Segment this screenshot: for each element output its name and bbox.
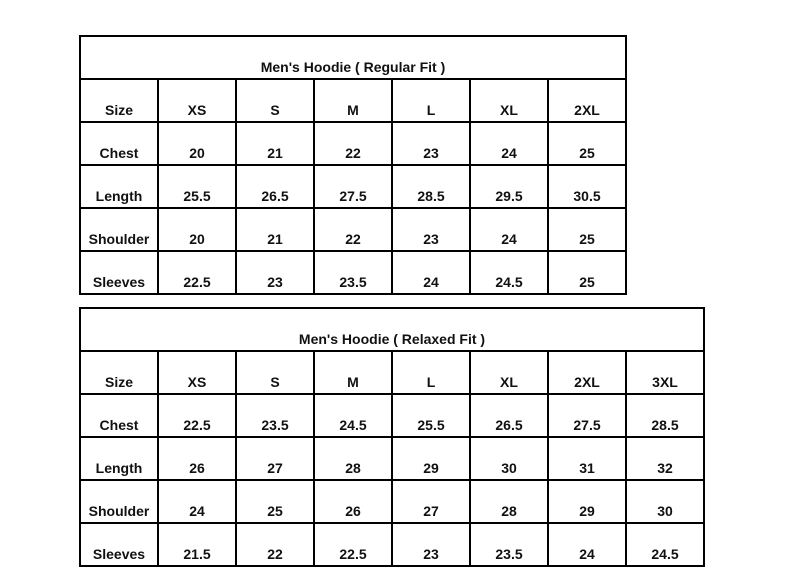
measurement-cell: 23 (391, 121, 471, 166)
measurement-cell: 22 (313, 207, 393, 252)
measurement-cell: 23 (391, 522, 471, 567)
row-label: Shoulder (79, 479, 159, 524)
measurement-cell: 23 (391, 207, 471, 252)
measurement-cell: 21 (235, 207, 315, 252)
row-label: Chest (79, 393, 159, 438)
table-row: Shoulder 20 21 22 23 24 25 (79, 207, 627, 252)
measurement-cell: 22.5 (157, 393, 237, 438)
measurement-cell: 26.5 (235, 164, 315, 209)
size-header: L (391, 350, 471, 395)
measurement-cell: 23.5 (235, 393, 315, 438)
measurement-cell: 26 (313, 479, 393, 524)
row-label: Length (79, 436, 159, 481)
size-header: 2XL (547, 78, 627, 123)
row-label: Size (79, 350, 159, 395)
measurement-cell: 25 (235, 479, 315, 524)
measurement-cell: 25.5 (391, 393, 471, 438)
measurement-cell: 30 (469, 436, 549, 481)
regular-fit-size-table: Men's Hoodie ( Regular Fit ) Size XS S M L XL 2… (79, 35, 627, 295)
table-title: Men's Hoodie ( Regular Fit ) (79, 35, 627, 80)
measurement-cell: 25 (547, 121, 627, 166)
header-row: Size XS S M L XL 2XL (79, 78, 627, 123)
table-row: Chest 20 21 22 23 24 25 (79, 121, 627, 166)
size-header: M (313, 78, 393, 123)
table-row: Sleeves 22.5 23 23.5 24 24.5 25 (79, 250, 627, 295)
size-header: XL (469, 350, 549, 395)
row-label: Sleeves (79, 250, 159, 295)
measurement-cell: 23.5 (469, 522, 549, 567)
measurement-cell: 27 (391, 479, 471, 524)
measurement-cell: 24 (469, 121, 549, 166)
measurement-cell: 22 (313, 121, 393, 166)
measurement-cell: 20 (157, 121, 237, 166)
header-row: Size XS S M L XL 2XL 3XL (79, 350, 705, 395)
measurement-cell: 24.5 (469, 250, 549, 295)
measurement-cell: 25 (547, 250, 627, 295)
measurement-cell: 31 (547, 436, 627, 481)
measurement-cell: 24 (391, 250, 471, 295)
measurement-cell: 28 (313, 436, 393, 481)
measurement-cell: 22 (235, 522, 315, 567)
relaxed-fit-size-table: Men's Hoodie ( Relaxed Fit ) Size XS S M L XL 2… (79, 307, 705, 567)
size-header: XS (157, 350, 237, 395)
measurement-cell: 24.5 (625, 522, 705, 567)
size-header: XL (469, 78, 549, 123)
measurement-cell: 24 (547, 522, 627, 567)
measurement-cell: 24.5 (313, 393, 393, 438)
table-row: Chest 22.5 23.5 24.5 25.5 26.5 27.5 28.5 (79, 393, 705, 438)
measurement-cell: 24 (157, 479, 237, 524)
measurement-cell: 30 (625, 479, 705, 524)
measurement-cell: 28.5 (391, 164, 471, 209)
measurement-cell: 29 (547, 479, 627, 524)
measurement-cell: 27.5 (547, 393, 627, 438)
measurement-cell: 32 (625, 436, 705, 481)
row-label: Chest (79, 121, 159, 166)
measurement-cell: 28 (469, 479, 549, 524)
table-row: Length 26 27 28 29 30 31 32 (79, 436, 705, 481)
measurement-cell: 25.5 (157, 164, 237, 209)
table-row: Sleeves 21.5 22 22.5 23 23.5 24 24.5 (79, 522, 705, 567)
measurement-cell: 21.5 (157, 522, 237, 567)
measurement-cell: 27.5 (313, 164, 393, 209)
measurement-cell: 30.5 (547, 164, 627, 209)
measurement-cell: 26 (157, 436, 237, 481)
size-header: L (391, 78, 471, 123)
measurement-cell: 27 (235, 436, 315, 481)
measurement-cell: 23.5 (313, 250, 393, 295)
measurement-cell: 29 (391, 436, 471, 481)
measurement-cell: 23 (235, 250, 315, 295)
table-title: Men's Hoodie ( Relaxed Fit ) (79, 307, 705, 352)
table-row: Shoulder 24 25 26 27 28 29 30 (79, 479, 705, 524)
size-header: M (313, 350, 393, 395)
row-label: Size (79, 78, 159, 123)
size-header: 2XL (547, 350, 627, 395)
measurement-cell: 22.5 (157, 250, 237, 295)
table-row: Length 25.5 26.5 27.5 28.5 29.5 30.5 (79, 164, 627, 209)
row-label: Sleeves (79, 522, 159, 567)
measurement-cell: 21 (235, 121, 315, 166)
size-header: XS (157, 78, 237, 123)
measurement-cell: 25 (547, 207, 627, 252)
measurement-cell: 28.5 (625, 393, 705, 438)
measurement-cell: 24 (469, 207, 549, 252)
size-header: S (235, 350, 315, 395)
size-header: 3XL (625, 350, 705, 395)
measurement-cell: 20 (157, 207, 237, 252)
row-label: Shoulder (79, 207, 159, 252)
row-label: Length (79, 164, 159, 209)
measurement-cell: 26.5 (469, 393, 549, 438)
measurement-cell: 29.5 (469, 164, 549, 209)
size-header: S (235, 78, 315, 123)
measurement-cell: 22.5 (313, 522, 393, 567)
